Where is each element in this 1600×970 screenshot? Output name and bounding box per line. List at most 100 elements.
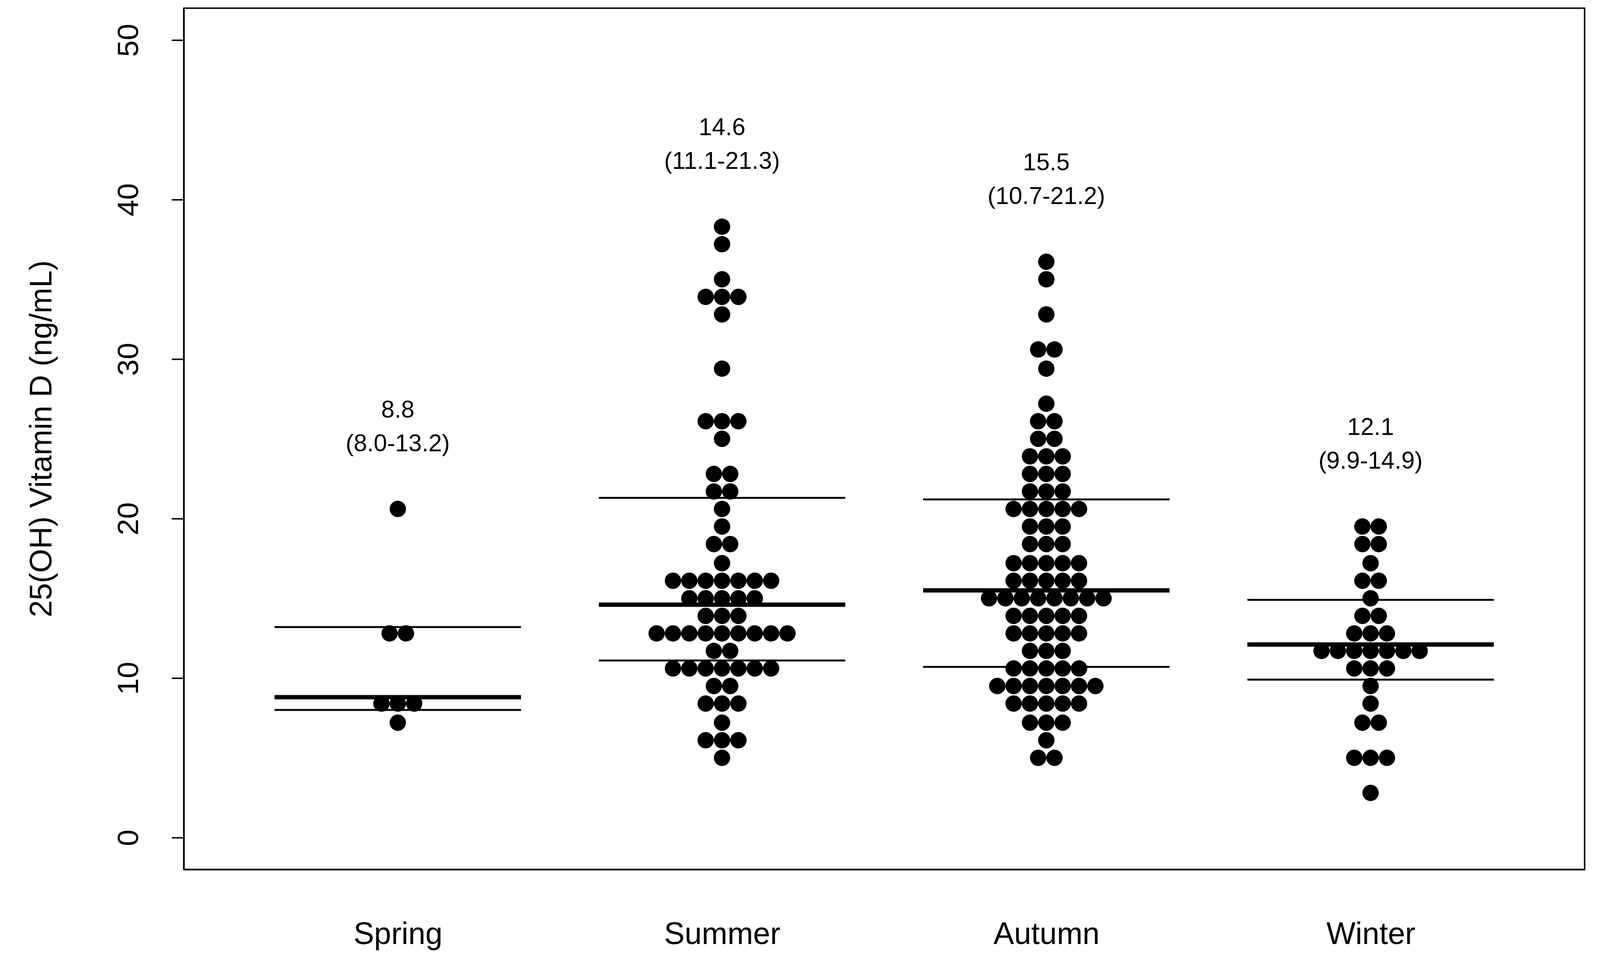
dot bbox=[1354, 518, 1371, 535]
dot bbox=[1038, 500, 1055, 518]
dot bbox=[1005, 572, 1022, 589]
dot bbox=[730, 607, 747, 624]
dot bbox=[722, 642, 739, 660]
dot bbox=[1005, 607, 1022, 624]
dot bbox=[1378, 660, 1396, 677]
plot-area bbox=[274, 218, 1495, 801]
dot bbox=[1054, 518, 1071, 535]
y-tick: 50 bbox=[111, 23, 184, 57]
quartile-line bbox=[923, 498, 1170, 501]
dot bbox=[1046, 413, 1063, 430]
dot bbox=[1354, 572, 1371, 589]
y-tick-label: 50 bbox=[111, 23, 145, 57]
y-tick-mark bbox=[171, 199, 184, 201]
dot bbox=[1021, 465, 1039, 483]
dot bbox=[648, 624, 665, 642]
dot bbox=[705, 535, 723, 553]
dot bbox=[697, 572, 714, 589]
dot bbox=[1370, 518, 1387, 535]
dot bbox=[1370, 572, 1387, 589]
dot bbox=[1038, 305, 1055, 323]
dot bbox=[681, 624, 698, 642]
dot bbox=[1021, 518, 1039, 535]
dot bbox=[1021, 482, 1039, 500]
dot bbox=[705, 465, 723, 483]
dot bbox=[1054, 695, 1071, 712]
dot bbox=[1054, 500, 1071, 518]
dot bbox=[713, 236, 731, 253]
x-axis-line bbox=[184, 868, 1586, 871]
dot bbox=[1021, 677, 1039, 695]
dot bbox=[1038, 518, 1055, 535]
dot bbox=[713, 413, 731, 430]
dot bbox=[697, 624, 714, 642]
dot bbox=[713, 714, 731, 731]
dot bbox=[1038, 465, 1055, 483]
dot bbox=[1362, 589, 1379, 607]
y-tick: 10 bbox=[111, 661, 184, 695]
x-tick: Winter bbox=[1326, 869, 1416, 951]
y-tick-mark bbox=[171, 358, 184, 360]
iqr-label: (10.7-21.2) bbox=[987, 182, 1106, 210]
iqr-label: (11.1-21.3) bbox=[664, 147, 781, 175]
dot bbox=[1054, 535, 1071, 553]
y-tick-label: 0 bbox=[111, 829, 145, 846]
dot bbox=[389, 714, 407, 731]
dot bbox=[681, 660, 698, 677]
dot bbox=[1070, 607, 1088, 624]
quartile-line bbox=[274, 625, 521, 628]
quartile-line bbox=[598, 659, 846, 662]
dot bbox=[389, 500, 407, 518]
dot bbox=[1054, 482, 1071, 500]
dot bbox=[730, 660, 747, 677]
dot bbox=[1038, 447, 1055, 465]
x-tick: Summer bbox=[664, 869, 781, 951]
dot bbox=[1054, 624, 1071, 642]
dot bbox=[1054, 447, 1071, 465]
dot bbox=[697, 732, 714, 749]
dot bbox=[1070, 624, 1088, 642]
dot bbox=[1346, 624, 1363, 642]
dot bbox=[697, 695, 714, 712]
dot bbox=[713, 518, 731, 535]
dot bbox=[1038, 607, 1055, 624]
dot bbox=[1038, 642, 1055, 660]
dot bbox=[1046, 430, 1063, 447]
dot bbox=[1013, 589, 1030, 607]
dot bbox=[1005, 695, 1022, 712]
y-tick-mark bbox=[171, 39, 184, 41]
dot bbox=[713, 305, 731, 323]
y-tick-label: 40 bbox=[111, 183, 145, 217]
dot bbox=[762, 572, 780, 589]
dot bbox=[1054, 660, 1071, 677]
dot bbox=[722, 535, 739, 553]
median-label: 8.8 bbox=[380, 395, 415, 423]
dot bbox=[664, 572, 682, 589]
x-tick-label: Autumn bbox=[993, 915, 1100, 951]
dot bbox=[1046, 749, 1063, 766]
dot bbox=[1054, 642, 1071, 660]
x-tick: Spring bbox=[353, 869, 443, 951]
dot bbox=[1362, 624, 1379, 642]
dot bbox=[1346, 749, 1363, 766]
iqr-label: (9.9-14.9) bbox=[1318, 446, 1423, 474]
iqr-label: (8.0-13.2) bbox=[345, 429, 450, 457]
dot bbox=[1021, 714, 1039, 731]
dot bbox=[681, 572, 698, 589]
dot bbox=[713, 607, 731, 624]
dot bbox=[1021, 642, 1039, 660]
dot bbox=[1362, 555, 1379, 572]
median-label: 15.5 bbox=[1022, 148, 1070, 176]
y-axis-title: 25(OH) Vitamin D (ng/mL) bbox=[23, 260, 59, 618]
dot bbox=[730, 288, 747, 305]
dot bbox=[1087, 677, 1104, 695]
dot bbox=[1038, 395, 1055, 412]
dot bbox=[1038, 535, 1055, 553]
dot bbox=[1038, 714, 1055, 731]
dot bbox=[1038, 555, 1055, 572]
dot bbox=[1005, 660, 1022, 677]
dot bbox=[713, 288, 731, 305]
quartile-line bbox=[923, 665, 1170, 668]
dot bbox=[713, 749, 731, 766]
dot bbox=[1054, 677, 1071, 695]
